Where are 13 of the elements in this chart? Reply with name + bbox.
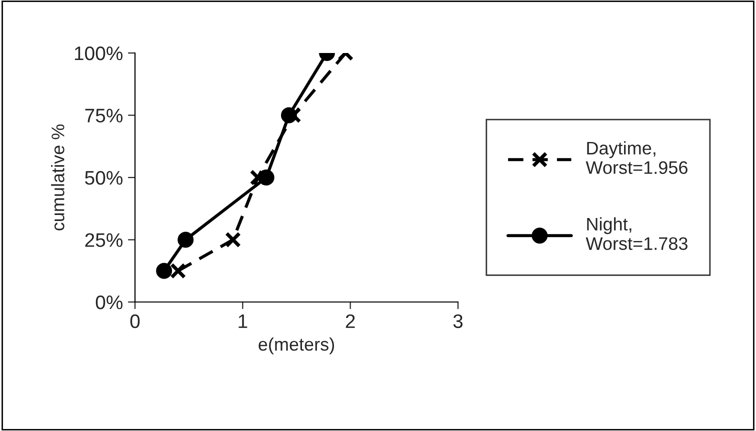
x-tick-label: 2 <box>346 314 355 328</box>
legend-label: Night, Worst=1.783 <box>586 217 688 250</box>
y-axis-title: cumulative % <box>51 124 64 230</box>
y-tick-label: 50% <box>85 170 123 185</box>
y-tick-label: 75% <box>85 108 123 122</box>
legend-label: Daytime, Worst=1.956 <box>586 141 688 174</box>
y-tick-label: 25% <box>85 233 123 247</box>
x-tick-label: 3 <box>453 314 463 328</box>
y-tick-label: 100% <box>74 46 123 60</box>
x-axis-title: e(meters) <box>258 337 334 354</box>
y-tick-label: 0% <box>96 295 123 310</box>
x-tick-label: 0 <box>130 314 140 328</box>
x-tick-label: 1 <box>238 314 248 328</box>
